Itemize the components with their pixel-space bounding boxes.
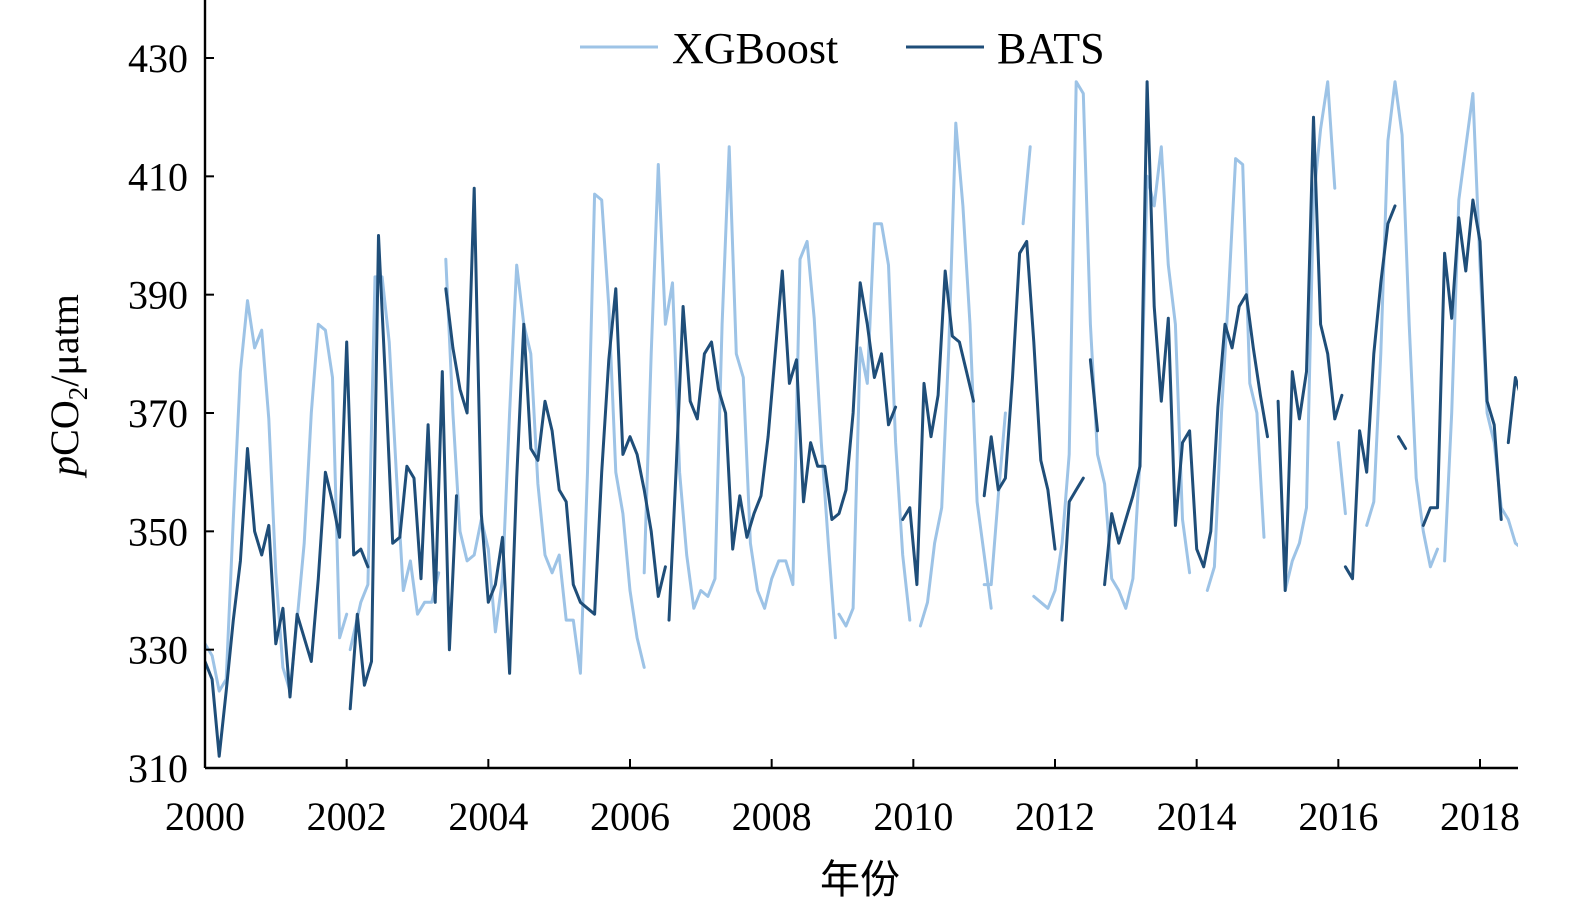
x-tick-label: 2016: [1298, 794, 1378, 839]
series-line-xgboost-segment-13: [1365, 80, 1439, 569]
y-axis-title-main: CO: [42, 400, 87, 456]
legend-label-xgboost: XGBoost: [672, 24, 838, 73]
y-tick-label: 350: [128, 509, 188, 554]
series-line-bats-segment-9: [1103, 80, 1269, 587]
series-line-bats-segment-7: [1060, 476, 1085, 622]
series-line-bats-segment-13: [1421, 198, 1503, 527]
plot-lines: [205, 80, 1518, 758]
y-tick-label: 310: [128, 746, 188, 791]
legend-label-bats: BATS: [997, 24, 1105, 73]
series-line-xgboost-segment-7: [982, 411, 1007, 587]
y-tick-label: 330: [128, 628, 188, 673]
series-line-bats-segment-4: [667, 269, 898, 622]
y-ticks: 310 330 350 370 390 410 430: [128, 36, 214, 791]
axes: [203, 0, 1518, 770]
series-line-xgboost-segment-2: [348, 275, 441, 652]
series-line-xgboost-segment-3: [444, 192, 646, 675]
series-line-bats-segment-3: [444, 186, 667, 675]
y-axis-title-subscript: 2: [63, 387, 93, 401]
series-line-bats-segment-2: [348, 234, 458, 711]
x-tick-label: 2018: [1440, 794, 1520, 839]
y-tick-label: 370: [128, 391, 188, 436]
series-line-xgboost-segment-8: [1021, 145, 1032, 226]
series-line-xgboost-segment-4: [642, 145, 837, 640]
series-line-bats-segment-1: [205, 340, 370, 758]
series-line-xgboost-segment-14: [1443, 92, 1518, 563]
y-tick-label: 390: [128, 273, 188, 318]
x-axis-title: 年份: [820, 857, 900, 902]
series-line-bats-segment-8: [1088, 358, 1099, 433]
legend: XGBoost BATS: [580, 24, 1105, 73]
series-line-xgboost-segment-5: [837, 222, 912, 628]
series-line-xgboost-segment-11: [1283, 80, 1337, 592]
series-line-bats-segment-10: [1276, 115, 1344, 592]
series-line-xgboost-segment-12: [1336, 441, 1347, 516]
x-tick-label: 2004: [448, 794, 528, 839]
series-line-bats-segment-14: [1506, 376, 1518, 445]
x-tick-label: 2006: [590, 794, 670, 839]
y-axis-title-unit: /μatm: [42, 294, 87, 387]
series-line-xgboost-segment-6: [918, 121, 993, 628]
series-line-bats-segment-11: [1343, 204, 1397, 581]
x-tick-label: 2000: [165, 794, 245, 839]
y-axis-title-italic: p: [42, 456, 87, 479]
x-tick-label: 2012: [1015, 794, 1095, 839]
series-line-bats-segment-6: [982, 239, 1057, 551]
series-line-xgboost-segment-10: [1205, 157, 1266, 592]
x-tick-label: 2014: [1157, 794, 1237, 839]
series-line-xgboost-segment-9: [1032, 80, 1192, 610]
x-tick-label: 2010: [873, 794, 953, 839]
y-tick-label: 430: [128, 36, 188, 81]
series-line-bats-segment-12: [1397, 435, 1408, 450]
series-line-xgboost-segment-1: [205, 299, 349, 693]
y-axis-title: pCO2/μatm: [42, 294, 93, 479]
y-tick-label: 410: [128, 154, 188, 199]
x-ticks: 2000 2002 2004 2006 2008 2010 2012 2014 2016 2018: [165, 759, 1520, 839]
x-tick-label: 2002: [307, 794, 387, 839]
series-line-bats-segment-5: [901, 269, 975, 587]
x-tick-label: 2008: [732, 794, 812, 839]
